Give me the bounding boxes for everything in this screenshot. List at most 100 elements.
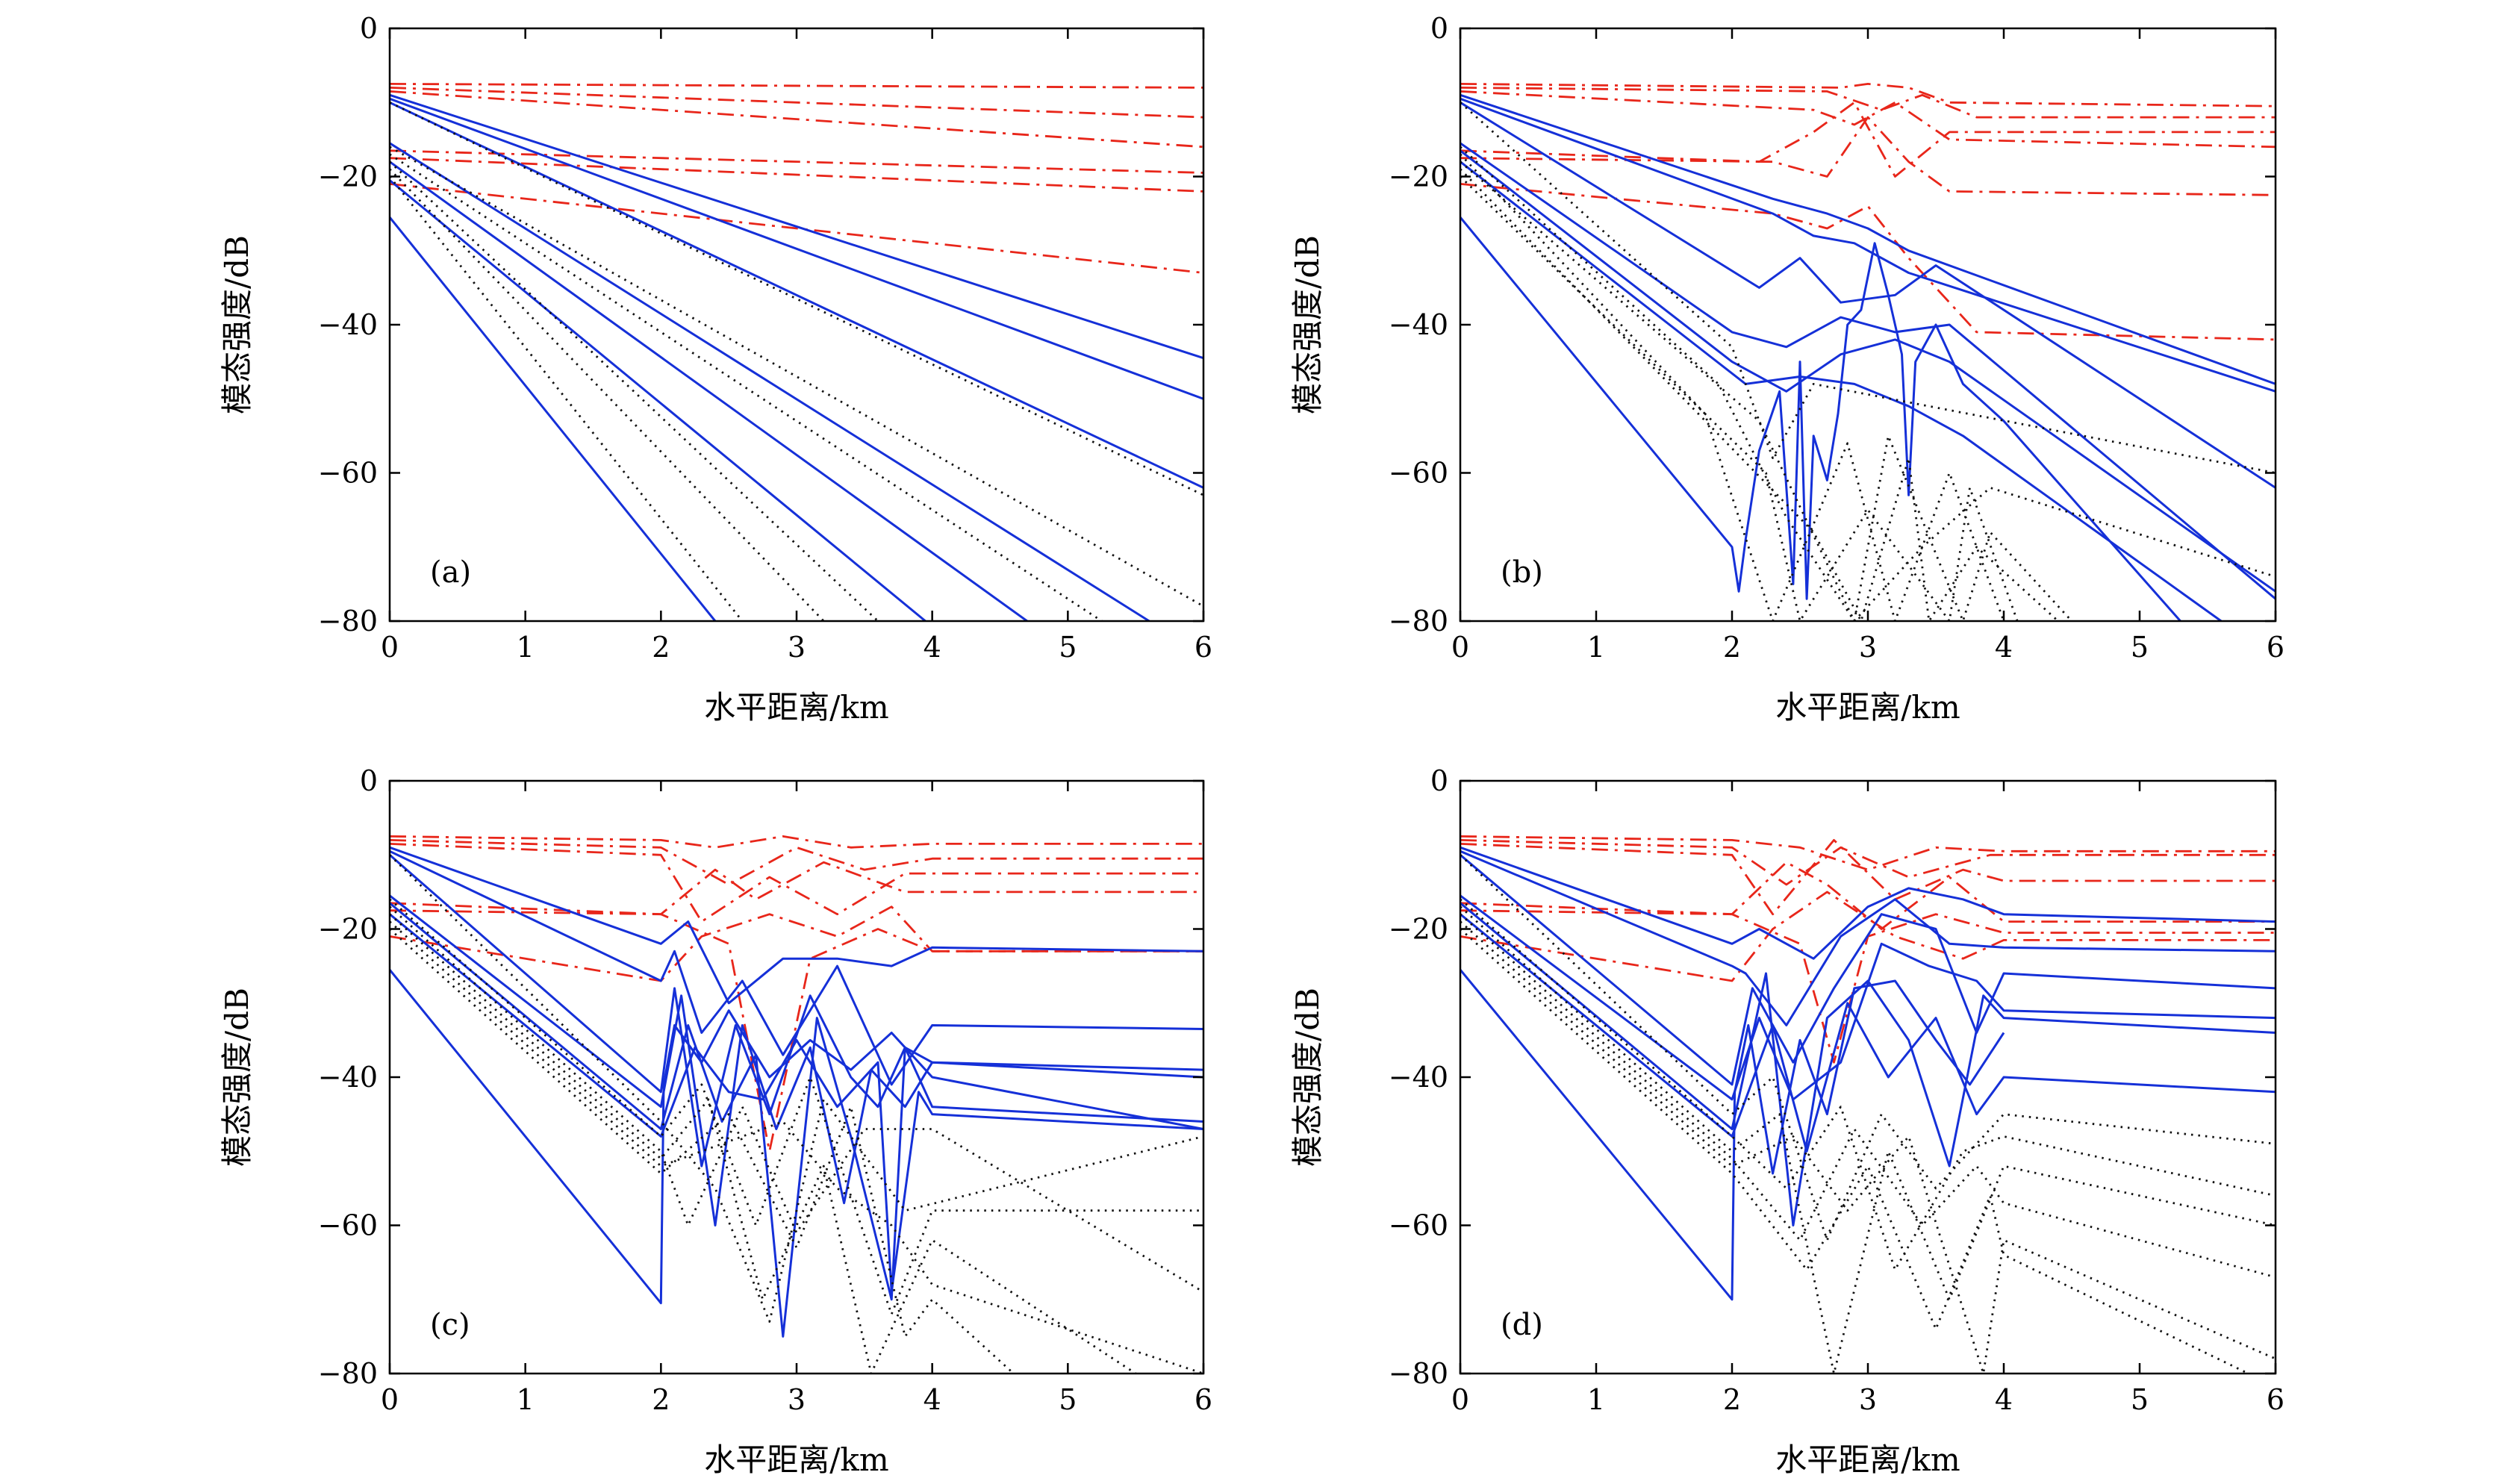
- series-line-black-dotted-14: [390, 146, 1203, 608]
- x-tick-label: 2: [1723, 1383, 1741, 1416]
- panel-c: 0 1 2 3 4 5 6 0 −20 −40 −60 −80 (c) 水平距离/km 模态强度/d…: [219, 764, 1212, 1478]
- x-axis-label: 水平距离/km: [704, 1441, 888, 1478]
- x-tick-label: 1: [517, 631, 535, 664]
- y-tick-label: 0: [1430, 12, 1448, 45]
- series-line-blue-solid-9: [390, 142, 1150, 621]
- series-line-blue-solid-12: [1460, 969, 2005, 1301]
- y-tick-label: −60: [318, 457, 378, 490]
- series-line-blue-solid-10: [390, 902, 1203, 1338]
- y-tick-label: −40: [318, 1061, 378, 1094]
- x-tick-label: 0: [381, 631, 399, 664]
- series-line-red-dashdot-2: [1460, 90, 2276, 149]
- x-tick-label: 2: [1723, 631, 1741, 664]
- series-line-blue-solid-10: [1460, 902, 2276, 1226]
- series-line-red-dashdot-2: [390, 90, 1203, 149]
- series-line-red-dashdot-2: [1460, 839, 2276, 916]
- y-axis-label: 模态强度/dB: [1289, 988, 1326, 1167]
- y-tick-label: 0: [360, 764, 378, 797]
- series-line-red-dashdot-1: [390, 839, 1203, 886]
- series-line-black-dotted-16: [1460, 160, 2073, 621]
- x-tick-label: 6: [1195, 1383, 1212, 1416]
- panel-label: (c): [430, 1308, 470, 1342]
- x-tick-label: 2: [652, 1383, 670, 1416]
- x-tick-label: 6: [2267, 1383, 2284, 1416]
- series-line-blue-solid-7: [1460, 849, 2276, 1026]
- x-axis-label: 水平距离/km: [704, 689, 888, 726]
- series-line-black-dotted-15: [1460, 905, 2276, 1374]
- series-line-blue-solid-6: [1460, 846, 2276, 960]
- y-ticks: 0 −20 −40 −60 −80: [318, 764, 1203, 1390]
- series-line-black-dotted-15: [1460, 153, 2005, 621]
- series-line-black-dotted-18: [1460, 928, 2249, 1374]
- x-tick-label: 5: [1059, 1383, 1077, 1416]
- series-line-black-dotted-14: [390, 898, 1203, 1315]
- series-line-black-dotted-18: [1460, 175, 2019, 621]
- panel-b: 0 1 2 3 4 5 6 0 −20 −40 −60 −80 (b) 水平距离/km 模态强度/d…: [1289, 12, 2284, 726]
- y-axis-label: 模态强度/dB: [1289, 235, 1326, 414]
- series-line-black-dotted-18: [390, 928, 1015, 1374]
- x-tick-label: 2: [652, 631, 670, 664]
- x-axis-label: 水平距离/km: [1775, 1441, 1960, 1478]
- series-line-blue-solid-11: [390, 179, 926, 621]
- series-line-black-dotted-16: [1460, 913, 2276, 1279]
- y-tick-label: −80: [1389, 1357, 1448, 1390]
- x-ticks: 0 1 2 3 4 5 6: [381, 781, 1212, 1416]
- series-line-blue-solid-9: [390, 894, 1203, 1226]
- x-tick-label: 6: [2267, 631, 2284, 664]
- y-axis-label: 模态强度/dB: [219, 988, 255, 1167]
- panel-a: 0 1 2 3 4 5 6 0 −20 −40 −60 −80 (a) 水平距离/km 模态强度/d…: [219, 12, 1212, 726]
- panel-label: (a): [430, 555, 471, 590]
- x-tick-label: 3: [788, 1383, 806, 1416]
- panel-d: 0 1 2 3 4 5 6 0 −20 −40 −60 −80 (d) 水平距离/km 模态强度/d…: [1289, 764, 2284, 1478]
- series-line-red-dashdot-3: [390, 861, 1203, 916]
- series-layer: [390, 835, 1203, 1374]
- y-tick-label: −40: [1389, 1061, 1448, 1094]
- x-tick-label: 5: [2131, 1383, 2149, 1416]
- x-tick-label: 0: [1451, 1383, 1469, 1416]
- series-line-blue-solid-12: [1460, 216, 2181, 621]
- y-ticks: 0 −20 −40 −60 −80: [1389, 12, 2276, 637]
- y-tick-label: −40: [1389, 308, 1448, 341]
- x-tick-label: 1: [1587, 1383, 1605, 1416]
- series-line-black-dotted-17: [390, 920, 1203, 1374]
- series-line-red-dashdot-1: [1460, 87, 2276, 119]
- series-line-red-dashdot-5: [1460, 183, 2276, 341]
- series-line-blue-solid-9: [1460, 894, 2276, 1101]
- series-line-black-dotted-16: [390, 160, 879, 621]
- series-line-blue-solid-7: [390, 849, 1203, 1086]
- panel-label: (b): [1501, 555, 1543, 590]
- y-tick-label: 0: [1430, 764, 1448, 797]
- series-layer: [1460, 83, 2276, 621]
- y-tick-label: −20: [318, 160, 378, 193]
- x-ticks: 0 1 2 3 4 5 6: [1451, 781, 2284, 1416]
- x-tick-label: 4: [1995, 1383, 2013, 1416]
- series-line-black-dotted-15: [390, 905, 1203, 1294]
- x-ticks: 0 1 2 3 4 5 6: [381, 28, 1212, 664]
- y-tick-label: −20: [1389, 160, 1448, 193]
- x-tick-label: 1: [517, 1383, 535, 1416]
- series-line-red-dashdot-3: [390, 149, 1203, 174]
- plot-frame: [388, 27, 1205, 623]
- series-line-red-dashdot-2: [390, 843, 1203, 923]
- series-line-blue-solid-11: [390, 913, 1203, 1294]
- series-line-red-dashdot-4: [390, 157, 1203, 193]
- series-line-black-dotted-15: [390, 153, 1103, 621]
- y-tick-label: −60: [1389, 457, 1448, 490]
- y-axis-label: 模态强度/dB: [219, 235, 255, 414]
- series-line-black-dotted-13: [1460, 854, 2276, 1241]
- series-line-black-dotted-13: [390, 102, 1203, 496]
- x-tick-label: 1: [1587, 631, 1605, 664]
- series-line-red-dashdot-3: [1460, 861, 2276, 930]
- series-line-blue-solid-11: [1460, 913, 2276, 1153]
- series-line-blue-solid-12: [390, 216, 717, 621]
- x-tick-label: 5: [1059, 631, 1077, 664]
- series-layer: [1460, 835, 2276, 1374]
- series-line-black-dotted-17: [390, 168, 825, 621]
- series-line-red-dashdot-0: [390, 83, 1203, 89]
- series-line-red-dashdot-4: [1460, 116, 2276, 196]
- series-line-red-dashdot-5: [390, 183, 1203, 274]
- series-line-red-dashdot-3: [1460, 101, 2276, 178]
- series-line-black-dotted-17: [1460, 920, 2276, 1374]
- x-tick-label: 3: [1859, 1383, 1877, 1416]
- series-line-red-dashdot-1: [390, 87, 1203, 119]
